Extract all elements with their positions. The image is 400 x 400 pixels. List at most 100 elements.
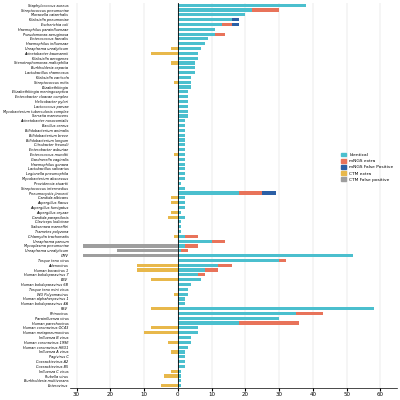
Bar <box>178 365 184 368</box>
Bar <box>178 8 252 12</box>
Bar <box>137 264 178 267</box>
Bar <box>178 95 188 98</box>
Bar <box>178 66 195 69</box>
Bar <box>178 326 198 330</box>
Bar <box>151 278 178 281</box>
Bar <box>178 28 215 31</box>
Bar <box>178 374 181 378</box>
Bar <box>174 81 178 84</box>
Legend: Identical, mNGS extra, mNGS False Positive, CTM extra, CTM False positive: Identical, mNGS extra, mNGS False Positi… <box>340 152 395 183</box>
Bar <box>174 292 178 296</box>
Bar <box>171 370 178 373</box>
Bar <box>178 331 198 334</box>
Bar <box>238 322 299 325</box>
Bar <box>161 384 178 387</box>
Bar <box>178 264 218 267</box>
Bar <box>232 18 238 21</box>
Bar <box>178 201 184 204</box>
Bar <box>168 216 178 219</box>
Bar <box>178 254 353 257</box>
Bar <box>178 355 184 358</box>
Bar <box>178 32 215 36</box>
Bar <box>178 114 188 118</box>
Bar <box>171 196 178 199</box>
Bar <box>171 211 178 214</box>
Bar <box>83 244 178 248</box>
Bar <box>178 162 184 166</box>
Bar <box>161 384 178 387</box>
Bar <box>171 62 178 64</box>
Bar <box>178 23 222 26</box>
Bar <box>178 81 191 84</box>
Bar <box>151 52 178 55</box>
Bar <box>178 225 181 228</box>
Bar <box>178 134 184 137</box>
Bar <box>178 13 245 16</box>
Bar <box>168 216 178 219</box>
Bar <box>178 110 188 113</box>
Bar <box>215 32 225 36</box>
Bar <box>178 47 202 50</box>
Bar <box>174 292 178 296</box>
Bar <box>137 268 178 272</box>
Bar <box>178 71 195 74</box>
Bar <box>137 268 178 272</box>
Bar <box>178 62 195 64</box>
Bar <box>171 201 178 204</box>
Bar <box>296 312 323 315</box>
Bar <box>171 370 178 373</box>
Bar <box>168 341 178 344</box>
Bar <box>178 177 184 180</box>
Bar <box>178 297 184 300</box>
Bar <box>83 254 178 257</box>
Bar <box>178 322 238 325</box>
Bar <box>178 384 181 387</box>
Bar <box>178 86 191 89</box>
Bar <box>178 56 198 60</box>
Bar <box>171 350 178 354</box>
Bar <box>184 235 198 238</box>
Bar <box>222 23 232 26</box>
Bar <box>184 244 198 248</box>
Bar <box>178 288 188 291</box>
Bar <box>178 18 232 21</box>
Bar <box>178 244 184 248</box>
Bar <box>178 187 184 190</box>
Bar <box>279 259 286 262</box>
Bar <box>171 47 178 50</box>
Bar <box>178 119 184 122</box>
Bar <box>178 172 184 175</box>
Bar <box>168 341 178 344</box>
Bar <box>178 268 205 272</box>
Bar <box>137 264 178 267</box>
Bar <box>178 350 184 354</box>
Bar <box>178 182 181 185</box>
Bar <box>198 273 205 276</box>
Bar <box>171 62 178 64</box>
Bar <box>171 47 178 50</box>
Bar <box>178 100 188 103</box>
Bar <box>205 268 218 272</box>
Bar <box>178 312 296 315</box>
Bar <box>178 90 188 94</box>
Bar <box>178 192 238 194</box>
Bar <box>178 249 181 252</box>
Bar <box>174 235 178 238</box>
Bar <box>178 153 184 156</box>
Bar <box>178 196 184 199</box>
Bar <box>178 283 191 286</box>
Bar <box>171 201 178 204</box>
Bar <box>181 249 188 252</box>
Bar <box>178 124 184 127</box>
Bar <box>151 326 178 330</box>
Bar <box>178 235 184 238</box>
Bar <box>178 317 279 320</box>
Bar <box>252 8 279 12</box>
Bar <box>151 307 178 310</box>
Bar <box>178 129 184 132</box>
Bar <box>174 153 178 156</box>
Bar <box>178 370 181 373</box>
Bar <box>178 37 208 40</box>
Bar <box>178 76 191 79</box>
Bar <box>178 143 184 146</box>
